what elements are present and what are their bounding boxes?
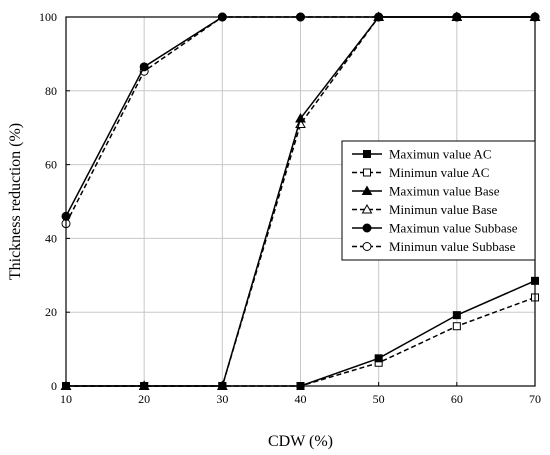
legend-item: Minimun value Subbase <box>352 239 516 254</box>
legend: Maximun value AC Minimun value AC Maximun … <box>341 140 536 261</box>
legend-label: Maximun value Subbase <box>389 221 518 236</box>
y-tick-label: 0 <box>51 379 57 393</box>
y-tick-label: 100 <box>39 10 57 24</box>
data-point-marker <box>452 322 461 331</box>
data-point-marker <box>139 62 149 72</box>
legend-marker <box>363 150 371 158</box>
data-point-marker <box>452 311 461 320</box>
data-point-marker <box>374 354 383 363</box>
legend-label: Maximun value AC <box>389 147 492 162</box>
legend-item: Maximun value AC <box>352 147 492 162</box>
legend-marker <box>362 223 372 233</box>
y-axis-title: Thickness reduction (%) <box>7 123 24 280</box>
x-tick-label: 70 <box>529 392 541 406</box>
x-tick-label: 50 <box>373 392 385 406</box>
y-tick-label: 60 <box>45 158 57 172</box>
y-tick-label: 20 <box>45 305 57 319</box>
y-tick-label: 80 <box>45 84 57 98</box>
x-tick-label: 30 <box>216 392 228 406</box>
legend-marker <box>361 203 373 214</box>
x-tick-label: 20 <box>138 392 150 406</box>
legend-item: Maximun value Base <box>352 184 500 199</box>
legend-marker <box>363 168 371 177</box>
y-tick-label: 40 <box>45 231 57 245</box>
legend-label: Maximun value Base <box>389 184 500 199</box>
legend-marker <box>362 242 372 251</box>
x-tick-label: 60 <box>451 392 463 406</box>
legend-item: Minimun value AC <box>352 165 489 180</box>
legend-item: Maximun value Subbase <box>352 221 518 236</box>
x-axis-title: CDW (%) <box>268 433 333 450</box>
legend-marker <box>361 185 373 195</box>
data-point-marker <box>295 112 306 123</box>
x-tick-label: 40 <box>295 392 307 406</box>
x-tick-label: 10 <box>60 392 72 406</box>
legend-label: Minimun value AC <box>389 165 489 180</box>
legend-label: Minimun value Subbase <box>389 239 516 254</box>
legend-label: Minimun value Base <box>389 202 498 217</box>
legend-box <box>341 140 536 261</box>
legend-item: Minimun value Base <box>352 202 498 217</box>
axis-ticks: 10 20 30 40 50 60 70 0 20 40 60 80 100 <box>39 10 541 406</box>
